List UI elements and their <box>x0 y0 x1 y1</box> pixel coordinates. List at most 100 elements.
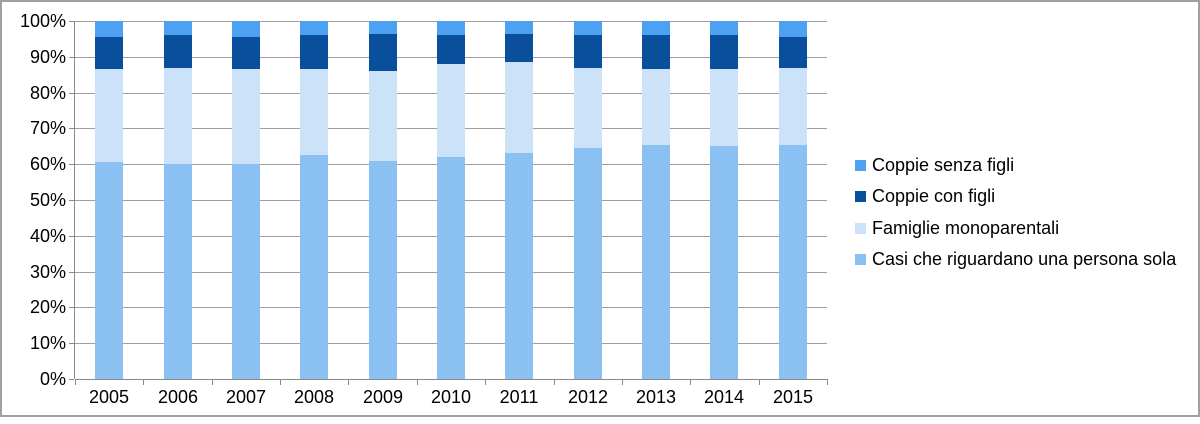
y-axis-tick <box>69 57 74 58</box>
bar-segment <box>232 37 260 70</box>
x-axis-tick <box>622 379 623 385</box>
y-axis-tick-label: 100% <box>19 11 66 31</box>
bar-2005 <box>95 21 123 379</box>
legend-item: Casi che riguardano una persona sola <box>855 248 1176 270</box>
x-axis-label: 2007 <box>225 387 267 407</box>
bar-segment <box>710 35 738 70</box>
y-axis-tick <box>69 343 74 344</box>
bar-segment <box>300 155 328 379</box>
legend-item: Coppie con figli <box>855 185 995 207</box>
x-axis-line <box>75 379 828 380</box>
y-axis-tick <box>69 379 74 380</box>
bar-segment <box>300 69 328 156</box>
y-axis-tick-label: 50% <box>29 190 66 210</box>
bar-2011 <box>505 21 533 379</box>
x-axis-tick <box>485 379 486 385</box>
bar-segment <box>574 21 602 36</box>
bar-segment <box>232 69 260 165</box>
x-axis-label: 2005 <box>88 387 130 407</box>
bar-2013 <box>642 21 670 379</box>
bar-2009 <box>369 21 397 379</box>
bar-segment <box>232 164 260 379</box>
legend-item-label: Coppie con figli <box>872 186 996 206</box>
x-axis-label: 2012 <box>567 387 609 407</box>
y-axis-tick <box>69 128 74 129</box>
bar-segment <box>164 21 192 36</box>
bar-segment <box>300 35 328 70</box>
x-axis-label: 2011 <box>499 387 539 407</box>
bar-segment <box>710 21 738 36</box>
y-axis-tick <box>69 200 74 201</box>
bar-segment <box>779 21 807 38</box>
bar-segment <box>369 21 397 34</box>
bar-segment <box>164 35 192 68</box>
bar-segment <box>369 33 397 72</box>
bar-segment <box>505 21 533 34</box>
bar-segment <box>437 21 465 36</box>
bar-segment <box>300 21 328 36</box>
bar-segment <box>95 69 123 163</box>
x-axis-label: 2009 <box>362 387 404 407</box>
x-axis-label: 2008 <box>293 387 335 407</box>
legend-swatch <box>855 253 866 265</box>
x-axis-label: 2015 <box>772 387 814 407</box>
bar-segment <box>642 35 670 70</box>
bar-segment <box>779 37 807 68</box>
x-axis-tick <box>827 379 828 385</box>
legend-swatch <box>855 190 866 202</box>
y-axis-tick-label: 20% <box>29 297 66 317</box>
bar-segment <box>574 148 602 379</box>
bar-segment <box>95 162 123 379</box>
x-axis-tick <box>212 379 213 385</box>
y-axis-tick <box>69 272 74 273</box>
x-axis-tick <box>417 379 418 385</box>
y-axis-tick <box>69 164 74 165</box>
bar-segment <box>779 67 807 145</box>
x-axis-label: 2013 <box>635 387 677 407</box>
bar-segment <box>710 69 738 147</box>
bar-segment <box>505 33 533 63</box>
bar-segment <box>369 71 397 161</box>
x-axis-label: 2006 <box>157 387 199 407</box>
x-axis-tick <box>280 379 281 385</box>
legend-swatch <box>855 222 866 234</box>
y-axis-tick-label: 40% <box>29 226 66 246</box>
bar-segment <box>642 21 670 36</box>
bar-segment <box>164 164 192 379</box>
bar-segment <box>710 146 738 379</box>
bar-segment <box>437 35 465 64</box>
x-axis-label: 2010 <box>430 387 472 407</box>
y-axis-line <box>74 21 75 379</box>
bar-2007 <box>232 21 260 379</box>
bar-2006 <box>164 21 192 379</box>
bar-segment <box>437 63 465 158</box>
bar-segment <box>574 67 602 149</box>
x-axis-tick <box>759 379 760 385</box>
y-axis-tick-label: 80% <box>29 83 66 103</box>
legend-item-label: Famiglie monoparentali <box>872 218 1060 238</box>
y-axis-tick-label: 90% <box>29 47 66 67</box>
bar-segment <box>369 160 397 379</box>
bar-2010 <box>437 21 465 379</box>
x-axis-tick <box>348 379 349 385</box>
bar-segment <box>164 67 192 165</box>
y-axis-tick-label: 30% <box>29 262 66 282</box>
bar-segment <box>642 144 670 379</box>
y-axis-tick <box>69 21 74 22</box>
bar-segment <box>437 157 465 379</box>
y-axis-tick <box>69 93 74 94</box>
y-axis-tick-label: 0% <box>39 369 66 389</box>
y-axis-tick <box>69 236 74 237</box>
bar-2012 <box>574 21 602 379</box>
x-axis-label: 2014 <box>703 387 745 407</box>
bar-segment <box>505 62 533 154</box>
x-axis-tick <box>554 379 555 385</box>
bar-segment <box>95 37 123 70</box>
y-axis-tick <box>69 307 74 308</box>
y-axis-tick-label: 70% <box>29 118 66 138</box>
bar-segment <box>642 69 670 145</box>
bar-segment <box>779 144 807 379</box>
y-axis-tick-label: 10% <box>29 333 66 353</box>
